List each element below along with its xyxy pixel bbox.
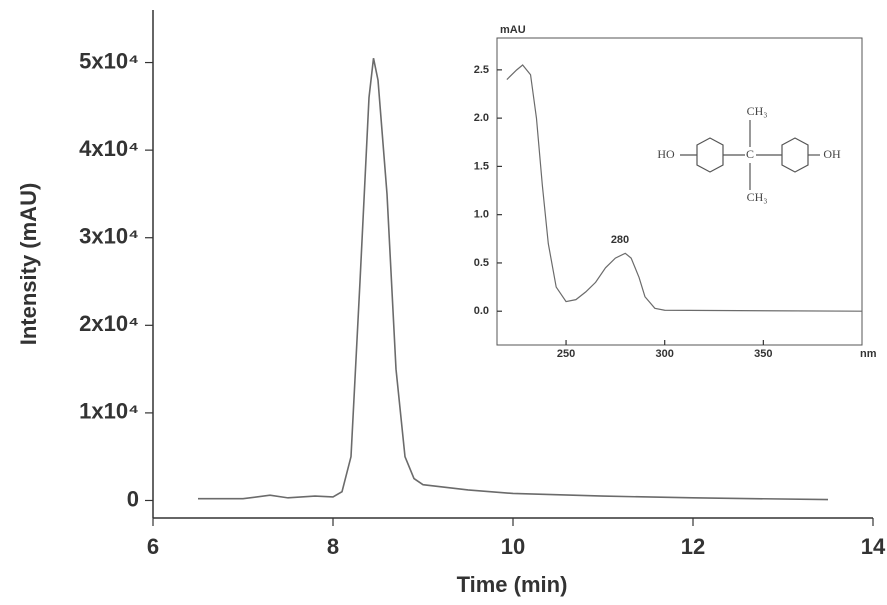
y-axis-title: Intensity (mAU): [16, 183, 41, 346]
x-tick-label: 6: [147, 534, 159, 559]
y-tick-label: 2.5: [474, 64, 489, 76]
structure-label: HO: [657, 147, 675, 161]
x-axis-title: Time (min): [457, 572, 568, 597]
y-tick-label: 0.5: [474, 257, 489, 269]
y-tick-label: 5x10⁴: [79, 48, 139, 73]
x-tick-label: 12: [681, 534, 705, 559]
x-tick-label: 250: [557, 348, 575, 360]
structure-label: CH₃: [747, 190, 768, 204]
inset-frame: [496, 37, 863, 346]
y-tick-label: 1.0: [474, 209, 489, 221]
peak-annotation: 280: [611, 234, 629, 246]
y-tick-label: 3x10⁴: [79, 224, 139, 249]
data-line: [198, 58, 829, 501]
y-tick-label: 1x10⁴: [79, 399, 139, 424]
y-tick-label: 2x10⁴: [79, 311, 139, 336]
inset-chart: mAU nm 280 0.0 0.5 1.0 1.5 2.0 2.5 250 300 350: [474, 24, 877, 360]
data-line: [506, 64, 863, 312]
benzene-ring: [696, 137, 724, 173]
x-tick-label: 300: [656, 348, 674, 360]
inset-x-axis-title: nm: [860, 348, 877, 360]
structure-label: C: [746, 147, 754, 161]
structure-label: OH: [823, 147, 841, 161]
y-tick-label: 1.5: [474, 160, 489, 172]
x-tick-label: 14: [861, 534, 886, 559]
main-chart: Intensity (mAU) Time (min) 0 1x10⁴ 2x10⁴ 3x…: [16, 10, 886, 597]
structure-label: CH₃: [747, 104, 768, 118]
inset-y-axis-title: mAU: [500, 24, 526, 36]
x-tick-label: 350: [754, 348, 772, 360]
y-tick-label: 2.0: [474, 112, 489, 124]
chemical-structure: HO OH CH₃ C CH₃: [657, 104, 841, 204]
y-tick-label: 4x10⁴: [79, 136, 139, 161]
benzene-ring: [781, 137, 809, 173]
y-tick-label: 0: [127, 486, 139, 511]
y-tick-label: 0.0: [474, 305, 489, 317]
x-tick-label: 10: [501, 534, 525, 559]
x-tick-label: 8: [327, 534, 339, 559]
